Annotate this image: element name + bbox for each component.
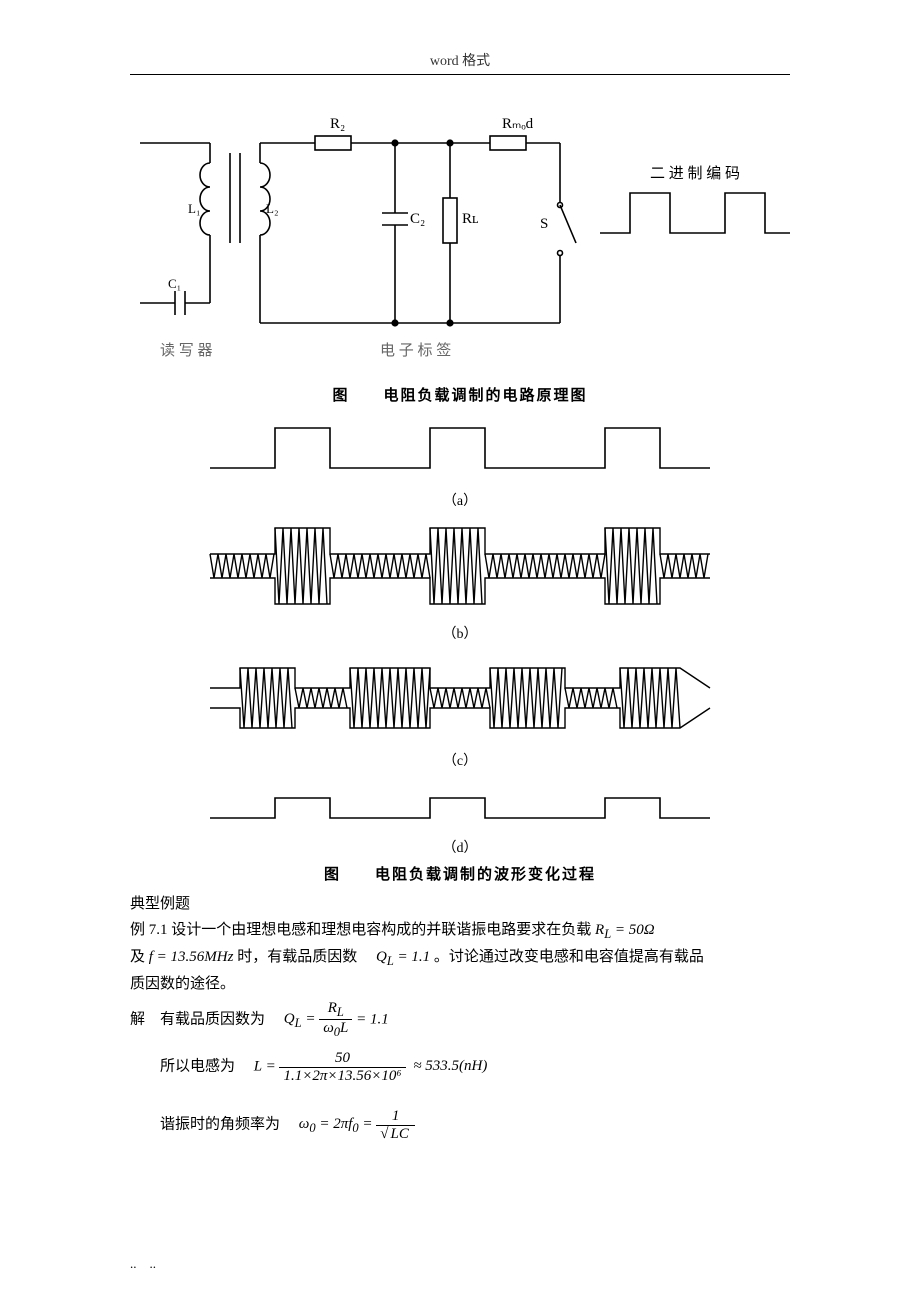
waveform-a: （a）	[130, 413, 790, 510]
solution-L: 所以电感为 L = 50 1.1×2π×13.56×10⁶ ≈ 533.5(nH…	[160, 1050, 790, 1084]
QL-eq: = 1.1	[356, 1011, 389, 1027]
label-R2: R₂	[330, 116, 345, 132]
label-S: S	[540, 216, 548, 232]
sub-c: （c）	[130, 750, 790, 770]
waveform-caption: 图 电阻负载调制的波形变化过程	[130, 863, 790, 884]
omega-den: √LC	[376, 1126, 415, 1143]
waveform-d: （d）	[130, 780, 790, 857]
circuit-caption: 图 电阻负载调制的电路原理图	[130, 384, 790, 405]
circuit-figure: R₂ Rₘₒd C₂ Rʟ L₁ L₂ C₁ S 二 进 制 编 码 读 写 器…	[130, 93, 790, 378]
L-result: ≈ 533.5(nH)	[413, 1058, 487, 1074]
label-Rmod: Rₘₒd	[502, 116, 534, 132]
label-reader: 读 写 器	[160, 342, 213, 359]
page-footer: .. ..	[130, 1253, 156, 1272]
example-block: 典型例题 例 7.1 设计一个由理想电感和理想电容构成的并联谐振电路要求在负载 …	[130, 892, 790, 1142]
problem-line2: 及 f = 13.56MHz 时，有载品质因数 QL = 1.1 。讨论通过改变…	[130, 945, 790, 972]
label-tag: 电 子 标 签	[380, 342, 451, 359]
label-RL: Rʟ	[462, 211, 478, 227]
page-header: word 格式	[130, 50, 790, 75]
QL-den: ω0L	[319, 1020, 352, 1040]
problem-line3: 质因数的途径。	[130, 972, 790, 998]
waveform-b: （b）	[130, 516, 790, 643]
example-heading: 典型例题	[130, 892, 790, 918]
label-C2: C₂	[410, 211, 425, 227]
waveform-c: （c）	[130, 653, 790, 770]
circuit-svg: R₂ Rₘₒd C₂ Rʟ L₁ L₂ C₁ S 二 进 制 编 码 读 写 器…	[130, 93, 790, 373]
sub-d: （d）	[130, 837, 790, 857]
problem-line1: 例 7.1 设计一个由理想电感和理想电容构成的并联谐振电路要求在负载 RL = …	[130, 918, 790, 945]
label-C1: C₁	[168, 276, 181, 291]
sub-a: （a）	[130, 490, 790, 510]
sub-b: （b）	[130, 623, 790, 643]
L-num: 50	[279, 1050, 405, 1068]
label-L2: L₂	[266, 201, 278, 216]
omega-num: 1	[376, 1108, 415, 1126]
solution-omega: 谐振时的角频率为 ω0 = 2πf0 = 1 √LC	[160, 1108, 790, 1142]
label-L1: L₁	[188, 201, 200, 216]
solution-QL: 解 有载品质因数为 QL = RL ω0L = 1.1	[130, 1000, 790, 1041]
QL-num: RL	[319, 1000, 352, 1021]
label-binary: 二 进 制 编 码	[650, 165, 740, 182]
L-den: 1.1×2π×13.56×10⁶	[279, 1068, 405, 1085]
